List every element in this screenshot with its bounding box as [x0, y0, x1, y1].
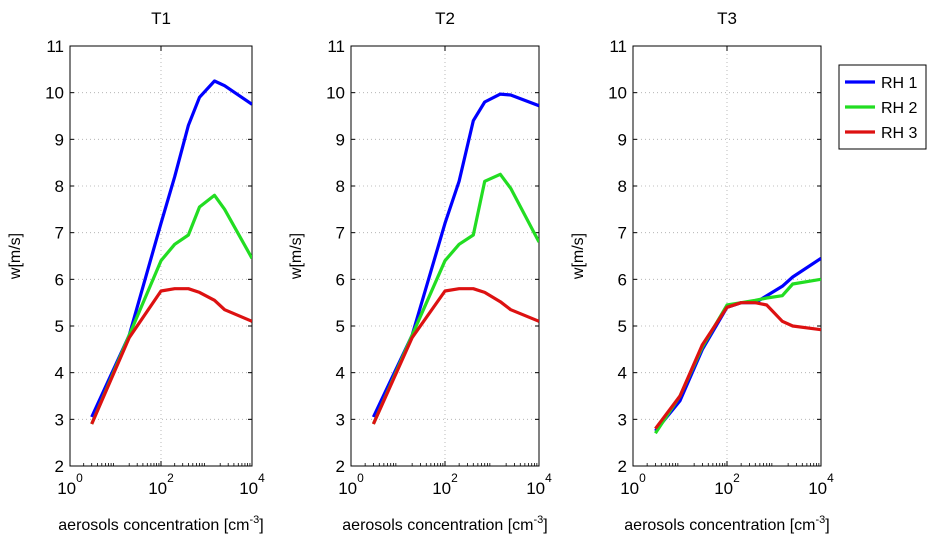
series-line-rh-3 [90, 287, 252, 425]
x-tick-exponent: 2 [733, 471, 740, 485]
y-tick-label: 4 [336, 364, 345, 383]
y-tick-label: 8 [55, 177, 64, 196]
x-axis-label-exponent: -3 [533, 514, 543, 526]
x-axis-label-text: aerosols concentration [cm [342, 517, 533, 534]
y-tick-label: 6 [55, 270, 64, 289]
series-line-rh-3 [371, 287, 539, 425]
y-tick-label: 5 [55, 317, 64, 336]
y-tick-label: 8 [336, 177, 345, 196]
x-axis-label: aerosols concentration [cm-3] [342, 514, 547, 534]
x-tick-label: 100 [338, 471, 364, 498]
x-tick-label: 104 [808, 471, 834, 498]
panel-title: T3 [717, 9, 737, 28]
legend-label: RH 3 [881, 125, 918, 142]
y-tick-label: 9 [618, 130, 627, 149]
x-tick-exponent: 4 [827, 471, 834, 485]
x-axis-label-exponent: -3 [249, 514, 259, 526]
x-axis-label-exponent: -3 [815, 514, 825, 526]
x-tick-base: 10 [338, 479, 357, 498]
x-axis-label-end: ] [825, 517, 829, 534]
y-tick-label: 11 [46, 37, 64, 56]
y-tick-label: 2 [618, 457, 627, 476]
y-tick-label: 4 [55, 364, 64, 383]
x-tick-label: 104 [526, 471, 552, 498]
series-line-rh-1 [90, 79, 252, 418]
y-tick-label: 6 [336, 270, 345, 289]
x-tick-label: 102 [432, 471, 458, 498]
y-axis-label: w[m/s] [7, 233, 24, 280]
x-tick-base: 10 [808, 479, 827, 498]
x-tick-base: 10 [526, 479, 545, 498]
y-tick-label: 10 [45, 84, 64, 103]
x-tick-exponent: 2 [451, 471, 458, 485]
y-tick-label: 7 [55, 224, 64, 243]
legend-label: RH 1 [881, 75, 918, 92]
y-axis-label: w[m/s] [288, 233, 305, 280]
x-tick-exponent: 2 [167, 471, 174, 485]
x-tick-base: 10 [57, 479, 76, 498]
y-tick-label: 8 [618, 177, 627, 196]
legend-label: RH 2 [881, 100, 918, 117]
x-tick-exponent: 0 [76, 471, 83, 485]
x-tick-base: 10 [620, 479, 639, 498]
y-tick-label: 2 [55, 457, 64, 476]
legend: RH 1 RH 2 RH 3 [838, 64, 927, 150]
y-tick-label: 11 [609, 37, 627, 56]
x-axis-label: aerosols concentration [cm-3] [58, 514, 263, 534]
x-tick-label: 102 [714, 471, 740, 498]
y-tick-label: 6 [618, 270, 627, 289]
series-line-rh-2 [371, 172, 539, 425]
x-tick-label: 100 [620, 471, 646, 498]
y-tick-label: 9 [336, 130, 345, 149]
y-tick-label: 10 [326, 84, 345, 103]
x-axis-label: aerosols concentration [cm-3] [624, 514, 829, 534]
y-tick-label: 4 [618, 364, 627, 383]
y-tick-label: 10 [608, 84, 627, 103]
y-tick-label: 5 [618, 317, 627, 336]
x-axis-label-end: ] [543, 517, 547, 534]
y-tick-label: 3 [336, 410, 345, 429]
x-tick-exponent: 4 [258, 471, 265, 485]
series-line-rh-2 [90, 193, 252, 425]
y-tick-label: 5 [336, 317, 345, 336]
x-tick-exponent: 0 [639, 471, 646, 485]
x-tick-base: 10 [148, 479, 167, 498]
x-tick-base: 10 [239, 479, 258, 498]
y-tick-label: 11 [327, 37, 345, 56]
y-tick-label: 2 [336, 457, 345, 476]
x-tick-label: 104 [239, 471, 265, 498]
x-tick-exponent: 4 [545, 471, 552, 485]
y-tick-label: 9 [55, 130, 64, 149]
x-axis-label-text: aerosols concentration [cm [624, 517, 815, 534]
x-tick-label: 102 [148, 471, 174, 498]
x-tick-label: 100 [57, 471, 83, 498]
y-tick-label: 3 [55, 410, 64, 429]
x-tick-base: 10 [714, 479, 733, 498]
x-tick-base: 10 [432, 479, 451, 498]
y-tick-label: 3 [618, 410, 627, 429]
y-tick-label: 7 [336, 224, 345, 243]
x-axis-label-text: aerosols concentration [cm [58, 517, 249, 534]
panel-title: T2 [435, 9, 455, 28]
x-axis-label-end: ] [259, 517, 263, 534]
y-tick-label: 7 [618, 224, 627, 243]
panel-title: T1 [151, 9, 171, 28]
series-line-rh-1 [371, 92, 539, 418]
y-axis-label: w[m/s] [570, 233, 587, 280]
series-line-rh-3 [654, 301, 821, 430]
x-tick-exponent: 0 [357, 471, 364, 485]
plot-frame [632, 45, 822, 467]
